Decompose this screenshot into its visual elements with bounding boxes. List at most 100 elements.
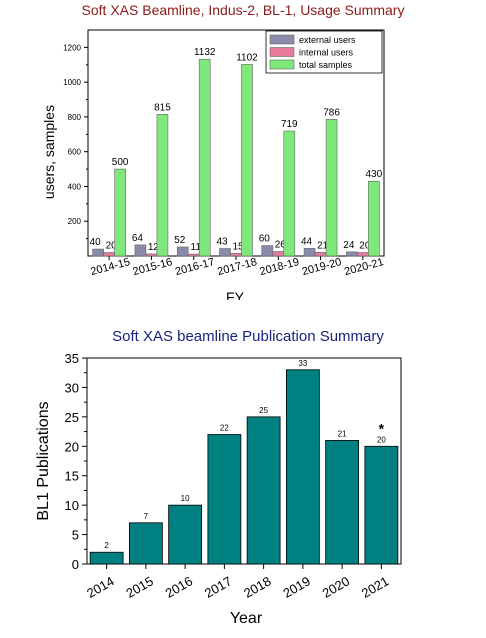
- chart1-xtick-label: 2017-18: [216, 256, 258, 278]
- chart2-bar: [285, 369, 320, 565]
- chart2-ytick-label: 0: [72, 557, 79, 572]
- chart2-bar: [364, 445, 399, 565]
- chart1-data-label: 64: [132, 233, 144, 244]
- chart1-bar: [272, 251, 285, 257]
- chart2-xtick-label: 2015: [123, 573, 156, 600]
- chart1-title: Soft XAS Beamline, Indus-2, BL-1, Usage …: [82, 2, 405, 18]
- chart1-bar: [134, 244, 147, 257]
- chart1-data-label: 20: [359, 241, 371, 252]
- chart2-xlabel: Year: [230, 610, 263, 627]
- chart1-data-label: 24: [343, 240, 355, 251]
- chart2-data-label: 20: [377, 435, 386, 444]
- chart2-ytick-label: 20: [65, 439, 79, 454]
- chart2-bar: [89, 551, 124, 565]
- chart2-xtick-label: 2021: [359, 573, 392, 600]
- chart1-xtick-label: 2015-16: [132, 256, 174, 278]
- chart1-data-label: 1102: [236, 52, 258, 63]
- publication-summary-chart: Soft XAS beamline Publication Summary BL…: [35, 328, 402, 627]
- chart2-annotation: *: [379, 420, 385, 436]
- chart2-data-label: 22: [220, 424, 229, 433]
- chart1-data-label: 11: [191, 242, 202, 253]
- chart1-xlabel: FY: [226, 289, 245, 300]
- chart1-data-label: 26: [275, 239, 287, 250]
- chart1-bar: [176, 246, 189, 257]
- chart1-data-label: 500: [112, 157, 129, 168]
- chart2-data-label: 2: [104, 541, 109, 550]
- chart1-data-label: 1132: [194, 47, 216, 58]
- chart2-xtick-label: 2014: [84, 573, 117, 600]
- chart1-bar: [314, 252, 327, 257]
- chart1-xtick-label: 2016-17: [174, 256, 216, 278]
- chart1-data-label: 52: [174, 235, 186, 246]
- chart2-ytick-label: 10: [65, 498, 79, 513]
- chart2-ylabel: BL1 Publications: [35, 401, 52, 520]
- chart1-data-label: 815: [154, 102, 171, 113]
- chart1-legend-swatch: [269, 47, 295, 57]
- chart2-bar: [207, 434, 242, 565]
- chart1-bar: [187, 253, 200, 257]
- chart2-bar: [128, 522, 163, 565]
- chart1-bar: [346, 251, 358, 257]
- chart1-bar: [261, 245, 274, 257]
- chart2-data-label: 25: [259, 406, 268, 415]
- chart1-data-label: 21: [317, 240, 329, 251]
- chart2-bar: [246, 416, 281, 565]
- chart2-ytick-label: 30: [65, 380, 79, 395]
- chart2-ytick-label: 25: [65, 410, 79, 425]
- chart1-ytick-label: 800: [68, 113, 82, 122]
- chart2-xtick-label: 2017: [202, 573, 235, 600]
- chart1-data-label: 786: [323, 107, 340, 118]
- chart1-legend-label: total samples: [299, 60, 353, 70]
- chart1-bar: [283, 130, 296, 257]
- chart1-bar: [303, 248, 316, 257]
- chart1-ylabel: users, samples: [41, 105, 57, 199]
- chart2-data-label: 21: [338, 429, 347, 438]
- chart1-data-label: 20: [106, 241, 118, 252]
- chart1-bar: [325, 119, 338, 257]
- chart1-data-label: 40: [90, 237, 102, 248]
- chart2-bar: [325, 440, 360, 565]
- chart2-bar: [168, 504, 203, 565]
- chart1-ytick-label: 1000: [63, 78, 81, 87]
- chart1-xtick-label: 2014-15: [89, 256, 131, 278]
- chart1-bar: [103, 252, 115, 257]
- chart1-xtick-label: 2020-21: [343, 256, 385, 278]
- usage-summary-chart: Soft XAS Beamline, Indus-2, BL-1, Usage …: [41, 2, 405, 300]
- chart1-data-label: 719: [281, 119, 298, 130]
- chart1-bar: [219, 248, 231, 257]
- chart2-title: Soft XAS beamline Publication Summary: [112, 328, 384, 345]
- chart1-legend-swatch: [269, 34, 295, 45]
- chart1-xtick-label: 2019-20: [301, 256, 343, 278]
- chart1-ytick-label: 200: [68, 217, 82, 226]
- chart1-bar: [368, 180, 380, 257]
- chart2-xtick-label: 2016: [163, 573, 196, 600]
- chart2-ytick-label: 15: [65, 469, 79, 484]
- chart2-data-label: 10: [181, 494, 190, 503]
- chart2-bars: 2 7 10 22 25 33 21 20*: [89, 359, 399, 565]
- chart1-ytick-label: 1200: [63, 43, 81, 52]
- chart1-legend-label: external users: [299, 35, 356, 45]
- chart1-data-label: 44: [301, 236, 313, 247]
- chart1-legend: external users internal users total sample…: [265, 30, 383, 74]
- chart1-bar: [114, 168, 126, 257]
- chart2-ytick-label: 35: [65, 351, 79, 366]
- chart2-xtick-label: 2020: [320, 573, 353, 600]
- chart1-ytick-label: 400: [68, 182, 82, 191]
- chart1-ytick-label: 600: [68, 148, 82, 157]
- chart2-data-label: 33: [298, 359, 307, 368]
- chart1-data-label: 43: [216, 237, 228, 248]
- chart1-bar: [357, 252, 369, 257]
- chart1-bars: 40 20 500 64 12 815 52 11 1132 43 15 1102 60 26 719 44 2…: [90, 47, 383, 257]
- chart1-bar: [145, 253, 158, 257]
- chart1-data-label: 12: [148, 242, 160, 253]
- chart1-bar: [92, 248, 104, 257]
- chart1-bar: [241, 64, 253, 257]
- chart1-bar: [198, 58, 211, 257]
- chart1-data-label: 15: [232, 241, 244, 252]
- chart1-data-label: 60: [259, 234, 271, 245]
- chart2-xtick-label: 2019: [280, 573, 313, 600]
- chart2-xtick-label: 2018: [241, 573, 274, 600]
- chart2-data-label: 7: [144, 512, 149, 521]
- chart1-legend-swatch: [269, 59, 295, 70]
